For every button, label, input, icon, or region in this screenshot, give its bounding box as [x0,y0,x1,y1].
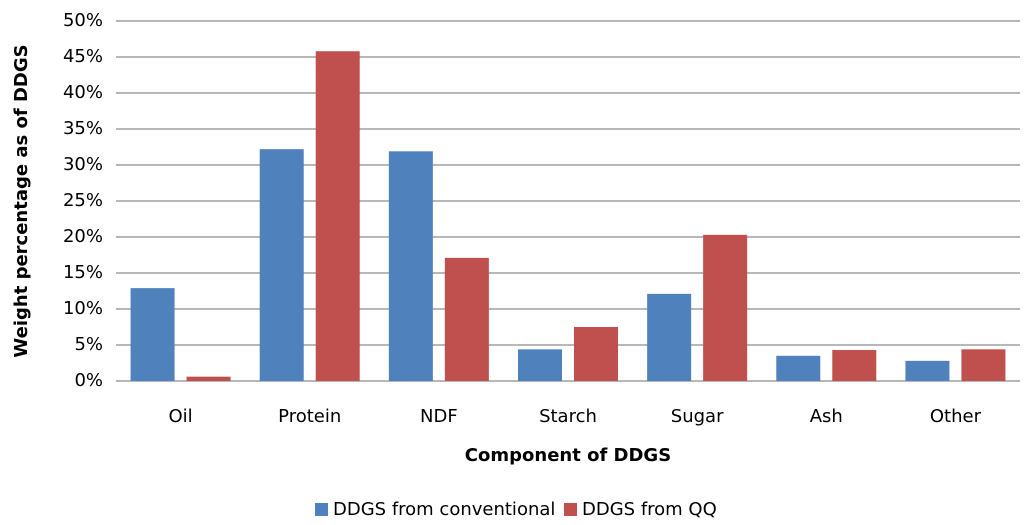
bar [776,355,821,381]
x-tick-label: Oil [168,406,192,427]
bar [574,327,618,381]
bar [518,349,562,381]
x-axis-title: Component of DDGS [465,445,671,466]
y-tick-label: 25% [63,190,103,211]
bar [130,288,175,381]
legend-swatch [564,503,577,516]
y-axis-title: Weight percentage as of DDGS [11,44,32,357]
x-tick-label: NDF [420,406,458,427]
y-tick-label: 30% [63,154,103,175]
x-tick-label: Protein [278,406,341,427]
legend-label: DDGS from conventional [333,499,555,520]
bar [315,51,360,382]
y-tick-label: 50% [63,10,103,31]
y-tick-label: 35% [63,118,103,139]
bar [832,350,877,381]
bar [186,376,231,381]
bar [961,349,1006,381]
y-tick-label: 15% [63,262,103,283]
y-tick-label: 10% [63,298,103,319]
bar [444,257,489,381]
bar [259,149,304,381]
x-tick-label: Starch [539,406,597,427]
y-tick-label: 5% [74,334,103,355]
y-tick-label: 20% [63,226,103,247]
y-tick-label: 0% [74,370,103,391]
x-tick-label: Ash [810,406,843,427]
bar [647,293,692,381]
y-tick-label: 45% [63,46,103,67]
legend-label: DDGS from QQ [582,499,717,520]
y-tick-label: 40% [63,82,103,103]
x-tick-label: Other [930,406,982,427]
bar [703,234,748,381]
bar [905,360,950,381]
bar [388,151,433,381]
x-tick-label: Sugar [671,406,724,427]
legend-swatch [315,503,328,516]
